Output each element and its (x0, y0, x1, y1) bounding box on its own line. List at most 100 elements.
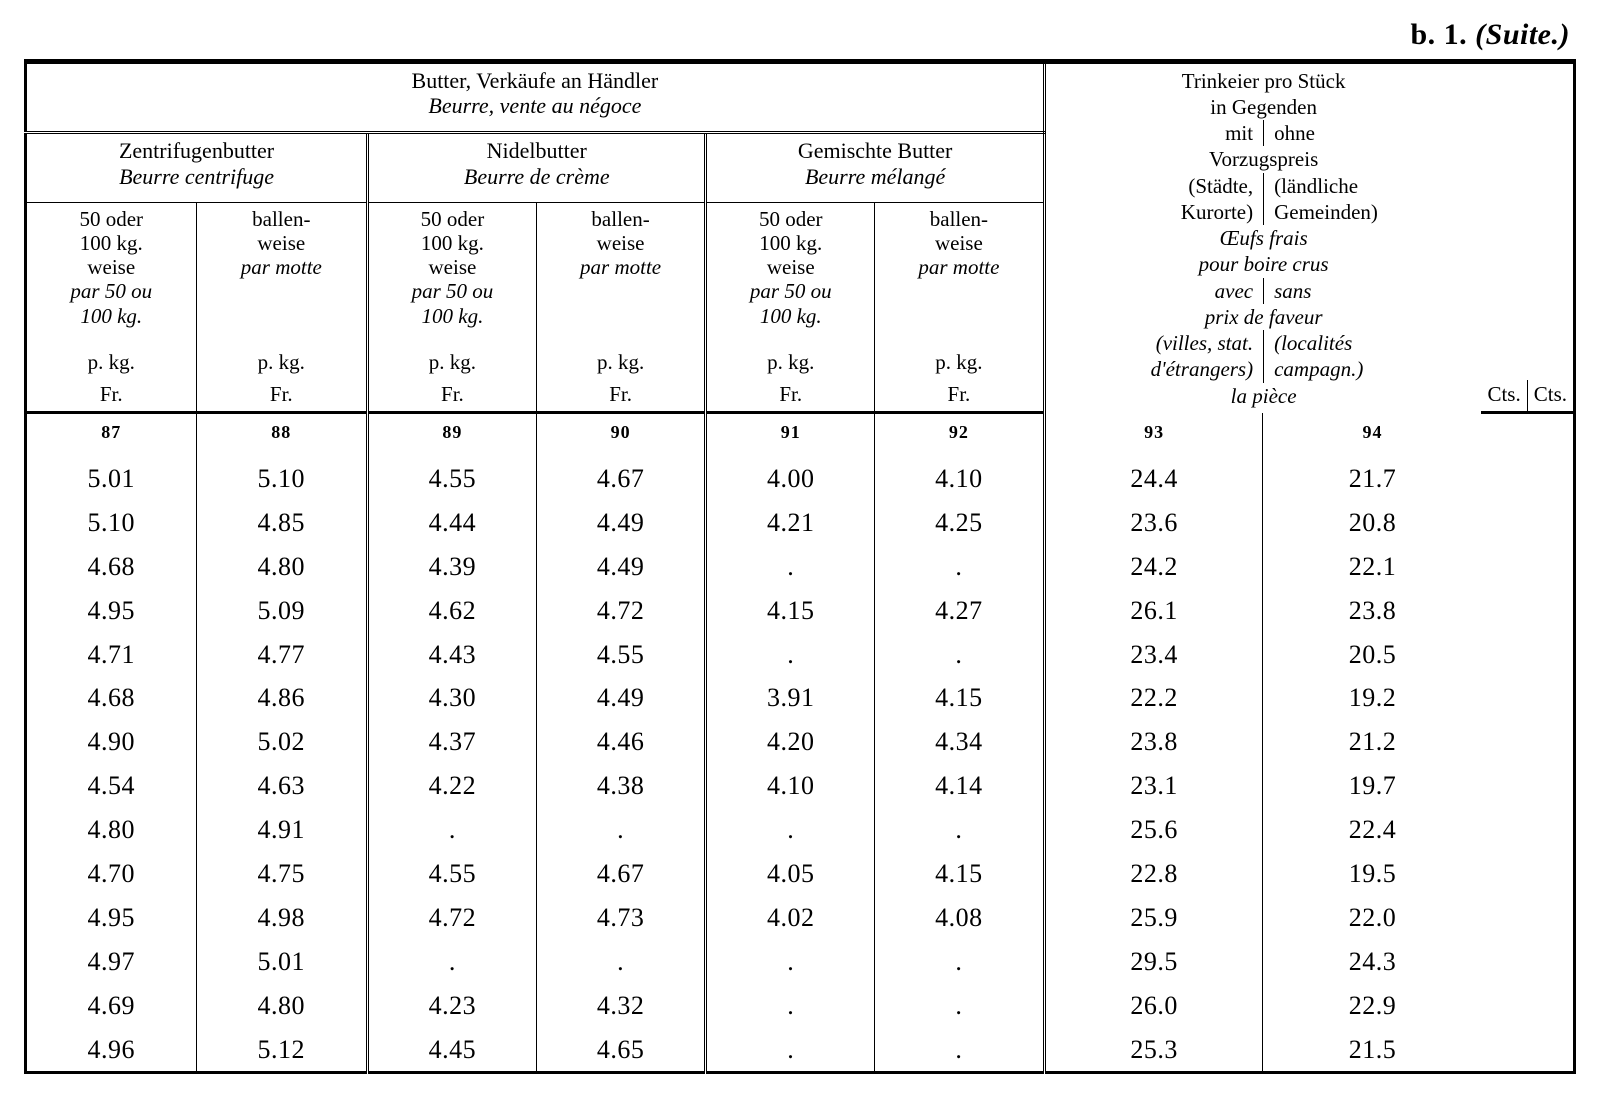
cell: . (536, 940, 706, 984)
cell: . (706, 808, 875, 852)
cell: 24.3 (1263, 940, 1482, 984)
cell: . (706, 633, 875, 677)
nidel-de: Nidelbutter (487, 138, 587, 163)
gemischt-header: Gemischte Butter Beurre mélangé (706, 133, 1044, 203)
page-caption: b. 1. (Suite.) (24, 18, 1576, 53)
cell: 20.8 (1263, 501, 1482, 545)
cell: 4.44 (368, 501, 537, 545)
cell: 4.25 (875, 501, 1045, 545)
cell: 5.10 (26, 501, 197, 545)
cell: 5.10 (196, 457, 368, 501)
unit-pkg-91: p. kg. (706, 348, 875, 379)
cell: 5.09 (196, 589, 368, 633)
colnum-94: 94 (1263, 413, 1482, 457)
unit-fr-90: Fr. (536, 380, 706, 413)
cell: 4.23 (368, 984, 537, 1028)
kg-fr-2: par 50 ou 100 kg. (412, 279, 494, 327)
unit-cts-94: Cts. (1527, 380, 1574, 413)
cell: . (706, 984, 875, 1028)
cell: 4.91 (196, 808, 368, 852)
cell: 19.5 (1263, 852, 1482, 896)
cell: 4.46 (536, 720, 706, 764)
table-row: 4.975.01....29.524.3 (26, 940, 1575, 984)
price-table: Butter, Verkäufe an Händler Beurre, vent… (24, 59, 1576, 1075)
cell: 22.4 (1263, 808, 1482, 852)
eggs-ohne: ohne (1263, 120, 1473, 146)
eggs-fr-line2: pour boire crus (1054, 251, 1474, 277)
ballen-de-3: ballen- weise (930, 207, 988, 255)
unit-fr-89: Fr. (368, 380, 537, 413)
cell: 4.20 (706, 720, 875, 764)
cell: 4.10 (875, 457, 1045, 501)
cell: 4.54 (26, 764, 197, 808)
zentri-de: Zentrifugenbutter (119, 138, 274, 163)
unit-fr-92: Fr. (875, 380, 1045, 413)
unit-fr-88: Fr. (196, 380, 368, 413)
caption-suffix: (Suite.) (1475, 18, 1570, 51)
eggs-group-header: Trinkeier pro Stück in Gegenden mit ohne… (1044, 61, 1481, 413)
cell: 23.4 (1044, 633, 1263, 677)
gemischt-fr: Beurre mélangé (805, 164, 945, 189)
caption-prefix: b. 1. (1410, 18, 1467, 51)
cell: 4.34 (875, 720, 1045, 764)
cell: . (368, 808, 537, 852)
cell: 4.49 (536, 676, 706, 720)
cell: 4.63 (196, 764, 368, 808)
kg-de: 50 oder 100 kg. weise (79, 207, 143, 279)
unit-pkg-88: p. kg. (196, 348, 368, 379)
eggs-local: (localités campagn.) (1263, 330, 1473, 383)
colnum-88: 88 (196, 413, 368, 457)
col90-head: ballen- weise par motte (536, 202, 706, 348)
cell: 4.67 (536, 852, 706, 896)
eggs-prix: prix de faveur (1054, 304, 1474, 330)
cell: 4.08 (875, 896, 1045, 940)
cell: 4.15 (875, 676, 1045, 720)
data-body: 5.015.104.554.674.004.1024.421.75.104.85… (26, 457, 1575, 1073)
cell: . (875, 984, 1045, 1028)
col88-head: ballen- weise par motte (196, 202, 368, 348)
ballen-fr-3: par motte (918, 255, 999, 279)
cell: 22.8 (1044, 852, 1263, 896)
table-row: 4.704.754.554.674.054.1522.819.5 (26, 852, 1575, 896)
eggs-de-line1: Trinkeier pro Stück (1054, 68, 1474, 94)
colnum-87: 87 (26, 413, 197, 457)
cell: 4.37 (368, 720, 537, 764)
eggs-mit: mit (1054, 120, 1263, 146)
cell: 5.01 (26, 457, 197, 501)
unit-fr-91: Fr. (706, 380, 875, 413)
cell: 23.6 (1044, 501, 1263, 545)
eggs-vorzug: Vorzugspreis (1054, 146, 1474, 172)
cell: 4.80 (196, 545, 368, 589)
cell: 4.80 (26, 808, 197, 852)
table-row: 4.694.804.234.32..26.022.9 (26, 984, 1575, 1028)
ballen-de: ballen- weise (252, 207, 310, 255)
unit-fr-87: Fr. (26, 380, 197, 413)
cell: 4.95 (26, 896, 197, 940)
col92-head: ballen- weise par motte (875, 202, 1045, 348)
cell: 4.49 (536, 501, 706, 545)
cell: 4.55 (368, 852, 537, 896)
cell: 4.97 (26, 940, 197, 984)
cell: . (706, 1028, 875, 1073)
table-row: 4.714.774.434.55..23.420.5 (26, 633, 1575, 677)
cell: 24.2 (1044, 545, 1263, 589)
cell: 4.21 (706, 501, 875, 545)
cell: 5.12 (196, 1028, 368, 1073)
colnum-91: 91 (706, 413, 875, 457)
cell: . (536, 808, 706, 852)
cell: . (875, 940, 1045, 984)
table-row: 4.684.804.394.49..24.222.1 (26, 545, 1575, 589)
unit-cts-93: Cts. (1481, 380, 1527, 413)
cell: 4.39 (368, 545, 537, 589)
column-number-row: 87 88 89 90 91 92 93 94 (26, 413, 1575, 457)
cell: 4.72 (368, 896, 537, 940)
unit-pkg-92: p. kg. (875, 348, 1045, 379)
cell: 4.55 (368, 457, 537, 501)
cell: 4.10 (706, 764, 875, 808)
cell: 4.85 (196, 501, 368, 545)
cell: 22.0 (1263, 896, 1482, 940)
cell: 22.9 (1263, 984, 1482, 1028)
cell: 4.70 (26, 852, 197, 896)
eggs-fr-line1: Œufs frais (1054, 225, 1474, 251)
zentri-fr: Beurre centrifuge (119, 164, 274, 189)
